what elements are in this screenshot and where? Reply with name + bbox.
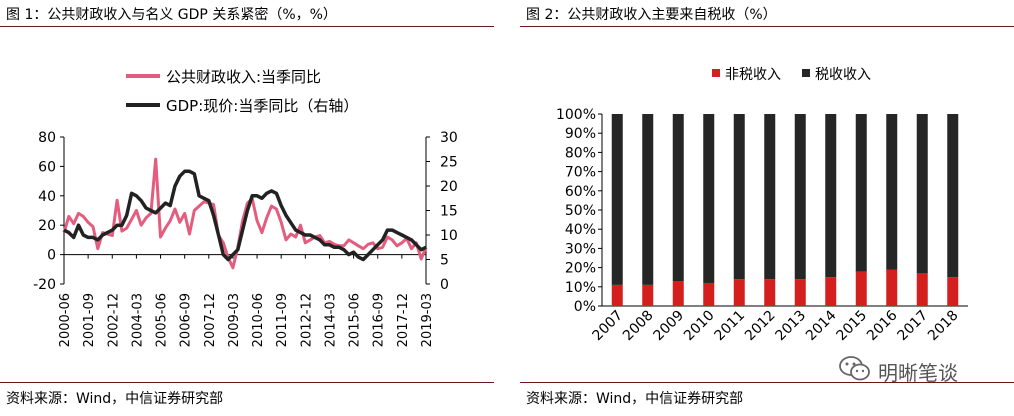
bar-tax-2014 — [825, 114, 837, 278]
y-tick-label: 40% — [565, 222, 596, 238]
fig1-line-chart: -20 0 20 40 60 80 0 5 10 15 20 25 30 2000-06 2001-09 20… — [33, 68, 458, 347]
bar-non-tax-2007 — [611, 284, 623, 306]
watermark: 明晰笔谈 — [838, 354, 958, 388]
fig1-top-rule — [0, 26, 494, 27]
bar-non-tax-2014 — [825, 277, 837, 306]
legend-swatch-2 — [802, 69, 810, 77]
x-tick-label: 2011 — [712, 308, 749, 345]
x-tick-label: 2017 — [895, 308, 932, 345]
left-y-tick-label: -20 — [33, 277, 56, 293]
left-y-tick-label: 0 — [47, 248, 56, 264]
x-tick-label: 2006-09 — [179, 293, 194, 347]
x-tick-label: 2014-03 — [323, 293, 338, 347]
bar-tax-2016 — [886, 114, 898, 270]
x-tick-label: 2007-12 — [203, 293, 218, 347]
x-tick-label: 2009-03 — [227, 293, 242, 347]
right-y-tick-label: 30 — [440, 130, 458, 146]
fig2-bottom-rule — [520, 382, 1014, 383]
bar-tax-2015 — [855, 114, 867, 272]
bar-tax-2011 — [733, 114, 745, 280]
x-tick-label: 2005-06 — [155, 293, 170, 347]
bar-non-tax-2013 — [794, 279, 806, 306]
y-tick-label: 10% — [565, 280, 596, 296]
right-y-tick-label: 5 — [440, 253, 449, 269]
fig1-bottom-rule — [0, 382, 494, 383]
x-tick-label: 2010 — [681, 308, 718, 345]
x-tick-label: 2013 — [773, 308, 810, 345]
legend-swatch-1 — [712, 69, 720, 77]
fig2-stacked-bar-chart: 0%10%20%30%40%50%60%70%80%90%100%2007200… — [556, 67, 968, 345]
y-tick-label: 60% — [565, 184, 596, 200]
x-tick-label: 2016 — [864, 307, 901, 344]
y-tick-label: 90% — [565, 126, 596, 142]
x-tick-label: 2010-06 — [251, 293, 266, 347]
x-tick-label: 2012 — [742, 308, 779, 345]
wechat-icon — [838, 354, 872, 388]
legend-label-2: GDP:现价:当季同比（右轴） — [166, 97, 358, 115]
x-tick-label: 2018 — [925, 308, 962, 345]
right-y-tick-label: 10 — [440, 228, 458, 244]
y-tick-label: 80% — [565, 145, 596, 161]
x-tick-label: 2014 — [803, 307, 840, 344]
right-y-tick-label: 0 — [440, 277, 449, 293]
x-tick-label: 2009 — [651, 308, 688, 345]
bar-tax-2007 — [611, 114, 623, 285]
legend-label-1: 公共财政收入:当季同比 — [166, 68, 321, 86]
x-tick-label: 2015-06 — [348, 293, 363, 347]
x-tick-label: 2001-09 — [82, 293, 97, 347]
left-y-tick-label: 60 — [38, 159, 56, 175]
y-tick-label: 70% — [565, 165, 596, 181]
bar-tax-2008 — [642, 114, 654, 285]
y-tick-label: 50% — [565, 203, 596, 219]
bar-non-tax-2017 — [916, 273, 928, 306]
y-tick-label: 20% — [565, 261, 596, 277]
x-tick-label: 2008 — [620, 308, 657, 345]
fig2-source: 资料来源：Wind，中信证券研究部 — [526, 391, 744, 407]
bar-non-tax-2012 — [764, 279, 776, 306]
bar-tax-2018 — [947, 114, 959, 278]
bar-non-tax-2015 — [855, 271, 867, 306]
bar-non-tax-2011 — [733, 279, 745, 306]
fig2-title: 图 2：公共财政收入主要来自税收（%） — [526, 7, 777, 23]
x-tick-label: 2012-12 — [299, 293, 314, 347]
x-tick-label: 2015 — [834, 308, 871, 345]
x-tick-label: 2019-03 — [420, 293, 435, 347]
x-tick-label: 2016-09 — [372, 293, 387, 347]
left-y-tick-label: 80 — [38, 130, 56, 146]
series-line-1 — [62, 157, 428, 270]
bar-tax-2012 — [764, 114, 776, 280]
bar-non-tax-2018 — [947, 277, 959, 306]
right-y-tick-label: 15 — [440, 204, 458, 220]
bar-non-tax-2010 — [703, 282, 715, 306]
bar-non-tax-2009 — [672, 281, 684, 306]
bar-tax-2013 — [794, 114, 806, 280]
x-tick-label: 2017-12 — [396, 293, 411, 347]
x-tick-label: 2004-03 — [130, 293, 145, 347]
legend-label-1: 非税收入 — [725, 67, 781, 83]
left-y-tick-label: 40 — [38, 189, 56, 205]
y-tick-label: 0% — [574, 299, 596, 315]
left-y-tick-label: 20 — [38, 218, 56, 234]
right-y-tick-label: 20 — [440, 179, 458, 195]
legend-label-2: 税收收入 — [815, 67, 871, 83]
fig2-top-rule — [520, 26, 1014, 27]
fig1-title: 图 1：公共财政收入与名义 GDP 关系紧密（%，%） — [6, 7, 337, 23]
fig1-source: 资料来源：Wind，中信证券研究部 — [6, 391, 224, 407]
x-tick-label: 2002-12 — [106, 293, 121, 347]
series-line-2 — [63, 169, 427, 262]
bar-tax-2009 — [672, 114, 684, 282]
watermark-text: 明晰笔谈 — [878, 360, 958, 385]
bar-non-tax-2016 — [886, 269, 898, 306]
bar-tax-2017 — [916, 114, 928, 274]
bar-tax-2010 — [703, 114, 715, 283]
y-tick-label: 100% — [556, 107, 596, 123]
bar-non-tax-2008 — [642, 284, 654, 306]
x-tick-label: 2011-09 — [275, 293, 290, 347]
y-tick-label: 30% — [565, 241, 596, 257]
right-y-tick-label: 25 — [440, 155, 458, 171]
x-tick-label: 2000-06 — [58, 293, 73, 347]
